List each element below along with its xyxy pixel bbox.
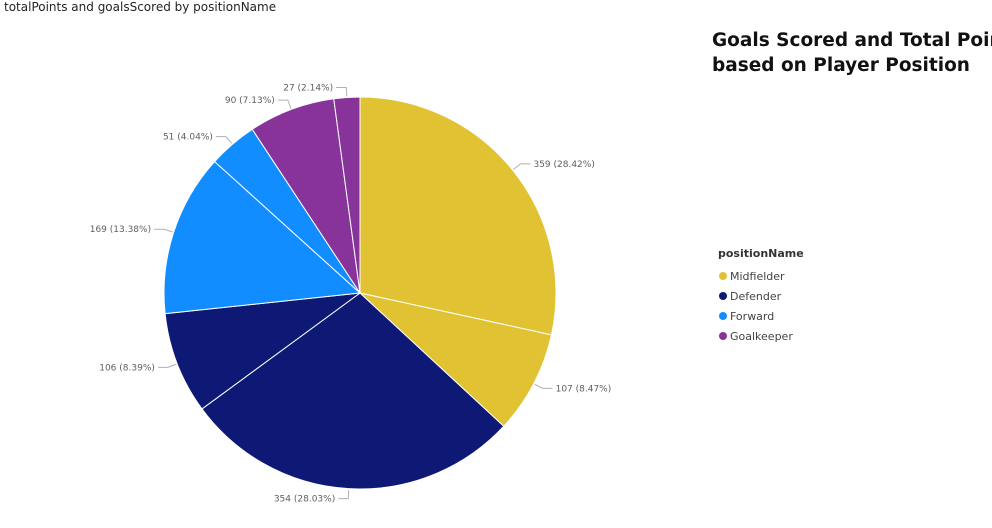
- legend-marker: [719, 332, 727, 340]
- legend-label: Midfielder: [730, 269, 785, 283]
- data-label: 354 (28.03%): [274, 495, 335, 505]
- pie-slice-defender-totalpoints[interactable]: [201, 292, 505, 490]
- leader-line: [157, 363, 177, 368]
- pie-data-labels: 359 (28.42%) 107 (8.47%) 354 (28.03%) 106 (…: [90, 83, 612, 504]
- legend-marker: [719, 312, 727, 320]
- pie-slice-goalkeeper-goalsscored[interactable]: [333, 96, 361, 294]
- leader-line: [336, 86, 348, 97]
- legend: positionName Midfielder Defender Forward Go…: [718, 247, 804, 346]
- legend-label: Forward: [730, 309, 775, 323]
- leader-line: [154, 228, 173, 233]
- legend-label: Defender: [730, 289, 782, 303]
- pie-slices: [163, 96, 557, 490]
- text-box-heading: Goals Scored and Total Points based on P…: [712, 28, 992, 78]
- legend-item-midfielder[interactable]: Midfielder: [718, 266, 804, 286]
- data-label: 169 (13.38%): [90, 225, 151, 235]
- pie-slice-forward-totalpoints[interactable]: [163, 160, 362, 315]
- legend-item-defender[interactable]: Defender: [718, 286, 804, 306]
- heading-line-1: Goals Scored and Total Points: [712, 30, 992, 51]
- data-label: 27 (2.14%): [283, 83, 333, 93]
- data-label: 359 (28.42%): [533, 160, 594, 170]
- legend-title: positionName: [718, 247, 804, 260]
- legend-marker: [719, 272, 727, 280]
- leader-line: [215, 136, 233, 144]
- leader-line: [338, 489, 350, 500]
- leader-line: [277, 99, 292, 109]
- data-label: 90 (7.13%): [225, 96, 275, 106]
- leader-line: [534, 383, 553, 389]
- heading-line-2: based on Player Position: [712, 55, 970, 76]
- data-label: 51 (4.04%): [163, 133, 213, 143]
- leader-line: [513, 163, 531, 170]
- data-label: 107 (8.47%): [556, 384, 612, 394]
- legend-item-forward[interactable]: Forward: [718, 306, 804, 326]
- visual-title: totalPoints and goalsScored by positionN…: [4, 0, 277, 14]
- pie-slice-midfielder-goalsscored[interactable]: [358, 292, 553, 427]
- legend-marker: [719, 292, 727, 300]
- legend-items: Midfielder Defender Forward Goalkeeper: [718, 266, 804, 346]
- legend-label: Goalkeeper: [730, 329, 793, 343]
- pie-slice-midfielder-totalpoints[interactable]: [359, 96, 557, 336]
- pie-slice-defender-goalsscored[interactable]: [164, 292, 362, 410]
- legend-item-goalkeeper[interactable]: Goalkeeper: [718, 326, 804, 346]
- data-label: 106 (8.39%): [99, 363, 155, 373]
